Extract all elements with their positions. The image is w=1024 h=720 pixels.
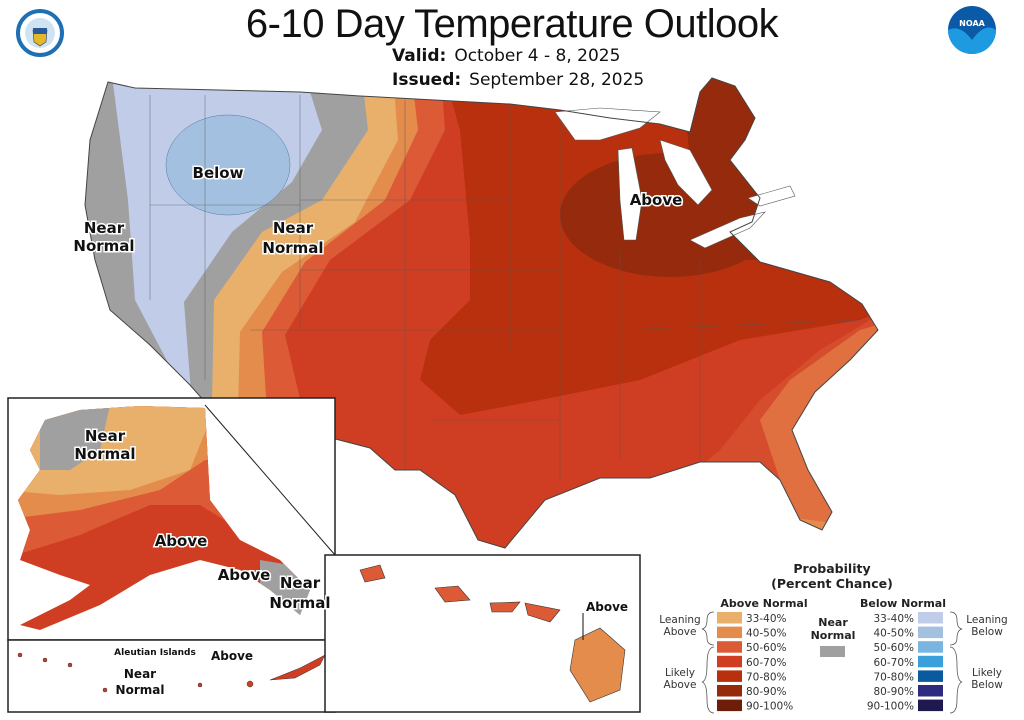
label-above: Above (586, 600, 628, 614)
svg-text:Likely: Likely (972, 667, 1002, 679)
label-near-normal: Normal (116, 683, 165, 697)
label-near-normal: Near (124, 667, 156, 681)
label-above: Above (211, 649, 253, 663)
legend-range-above: 40-50% (746, 628, 787, 640)
label-below: Below (193, 164, 244, 182)
legend-swatch-below (918, 626, 943, 639)
legend-range-below: 70-80% (874, 671, 915, 683)
svg-text:Below: Below (971, 626, 1003, 638)
svg-text:Above Normal: Above Normal (720, 597, 807, 610)
legend-swatch-above (717, 641, 742, 653)
legend-swatch-above (717, 612, 742, 624)
label-above: Above (630, 191, 683, 209)
doc-seal-logo (16, 9, 64, 57)
noaa-logo: NOAA (948, 6, 996, 54)
svg-text:(Percent Chance): (Percent Chance) (771, 576, 893, 591)
legend-swatch-near-normal (820, 646, 845, 657)
svg-text:NOAA: NOAA (959, 19, 985, 28)
aleutian-title: Aleutian Islands (114, 648, 196, 658)
legend-swatch-above (717, 655, 742, 668)
legend-swatch-above (717, 670, 742, 682)
legend-swatch-above (717, 699, 742, 712)
legend-range-above: 33-40% (746, 613, 787, 625)
label-near-normal: Normal (269, 594, 330, 612)
svg-text:Below: Below (971, 679, 1003, 691)
svg-text:Above: Above (664, 679, 697, 691)
label-near-normal: Near (280, 574, 321, 592)
svg-text:Above: Above (664, 626, 697, 638)
legend-swatch-below (918, 612, 943, 624)
inset-divider (204, 404, 336, 556)
legend-swatch-above (717, 685, 742, 697)
svg-text:Below Normal: Below Normal (860, 597, 946, 610)
legend-range-below: 33-40% (874, 613, 915, 625)
label-near-normal: Near (84, 219, 125, 237)
valid-dates: Valid: October 4 - 8, 2025 (392, 46, 621, 66)
legend: Probability (Percent Chance) Above Norma… (659, 561, 1008, 714)
legend-range-below: 90-100% (867, 701, 914, 713)
svg-text:Near: Near (818, 616, 848, 629)
legend-range-below: 40-50% (874, 628, 915, 640)
legend-range-below: 50-60% (874, 642, 915, 654)
svg-text:Leaning: Leaning (966, 614, 1007, 626)
svg-text:Normal: Normal (811, 629, 856, 642)
legend-swatch-below (918, 699, 943, 712)
legend-range-below: 60-70% (874, 657, 915, 669)
label-near-normal: Near (85, 427, 126, 445)
legend-swatch-above (717, 626, 742, 639)
legend-range-above: 70-80% (746, 671, 787, 683)
label-near-normal: Normal (74, 445, 135, 463)
hawaii-islands (359, 564, 626, 703)
label-above: Above (218, 566, 271, 584)
label-near-normal: Normal (262, 239, 323, 257)
svg-text:Probability: Probability (793, 561, 870, 576)
legend-swatch-below (918, 685, 943, 697)
svg-text:Leaning: Leaning (659, 614, 700, 626)
great-lakes (554, 107, 796, 249)
label-near-normal: Near (273, 219, 314, 237)
legend-range-above: 80-90% (746, 686, 787, 698)
aleutian-islands (17, 652, 326, 693)
svg-text:Likely: Likely (665, 667, 695, 679)
legend-range-above: 60-70% (746, 657, 787, 669)
legend-range-above: 90-100% (746, 701, 793, 713)
legend-range-above: 50-60% (746, 642, 787, 654)
label-near-normal: Normal (73, 237, 134, 255)
legend-swatch-below (918, 641, 943, 653)
legend-swatch-below (918, 670, 943, 682)
issued-date: Issued: September 28, 2025 (392, 70, 645, 90)
legend-swatch-below (918, 655, 943, 668)
label-above: Above (155, 532, 208, 550)
legend-range-below: 80-90% (874, 686, 915, 698)
page-title: 6-10 Day Temperature Outlook (245, 2, 779, 46)
